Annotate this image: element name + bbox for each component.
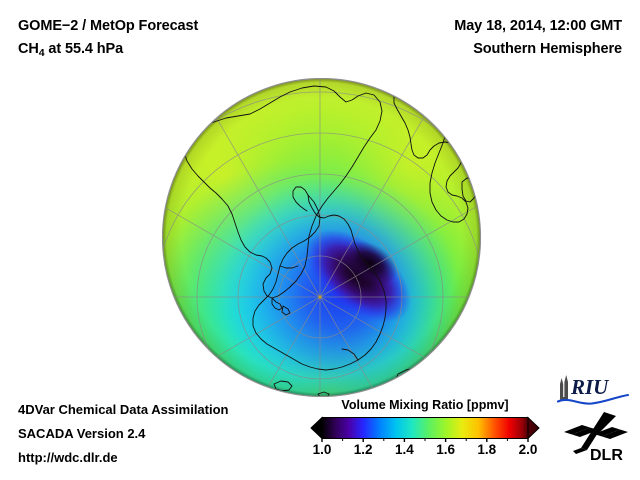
coastlines xyxy=(183,81,477,397)
species-suffix: at 55.4 hPa xyxy=(44,41,124,57)
colorbar: Volume Mixing Ratio [ppmv] xyxy=(306,398,544,474)
globe-limb xyxy=(162,78,481,397)
dlr-wordmark: DLR xyxy=(590,447,623,464)
colorbar-gradient xyxy=(310,416,540,442)
riu-logo: RIU xyxy=(556,375,630,405)
colorbar-tick-2: 1.4 xyxy=(395,442,414,457)
region-label: Southern Hemisphere xyxy=(473,41,622,57)
species-prefix: CH xyxy=(18,41,39,57)
riu-wordmark: RIU xyxy=(570,375,610,399)
colorbar-tick-4: 1.8 xyxy=(477,442,497,457)
colorbar-tick-labels: 1.0 1.2 1.4 1.6 1.8 2.0 xyxy=(306,442,544,462)
website-url[interactable]: http://wdc.dlr.de xyxy=(18,450,118,465)
version-label: SACADA Version 2.4 xyxy=(18,426,146,441)
riu-wave-icon xyxy=(556,393,630,405)
cathedral-spires-icon xyxy=(560,375,568,400)
colorbar-tick-5: 2.0 xyxy=(518,442,538,457)
dlr-mark-icon xyxy=(564,412,628,454)
method-label: 4DVar Chemical Data Assimilation xyxy=(18,402,229,417)
colorbar-tick-0: 1.0 xyxy=(312,442,332,457)
polar-projection-map xyxy=(162,78,481,397)
colorbar-title: Volume Mixing Ratio [ppmv] xyxy=(341,398,509,412)
south-pole-marker xyxy=(318,295,322,299)
datetime-label: May 18, 2014, 12:00 GMT xyxy=(454,18,622,34)
species-level-label: CH4 at 55.4 hPa xyxy=(18,41,123,59)
dlr-logo: DLR xyxy=(564,412,628,464)
colorbar-tick-1: 1.2 xyxy=(353,442,373,457)
colorbar-tick-3: 1.6 xyxy=(436,442,455,457)
graticule xyxy=(162,78,481,397)
page-title: GOME−2 / MetOp Forecast xyxy=(18,18,199,34)
species-subscript: 4 xyxy=(38,47,45,59)
